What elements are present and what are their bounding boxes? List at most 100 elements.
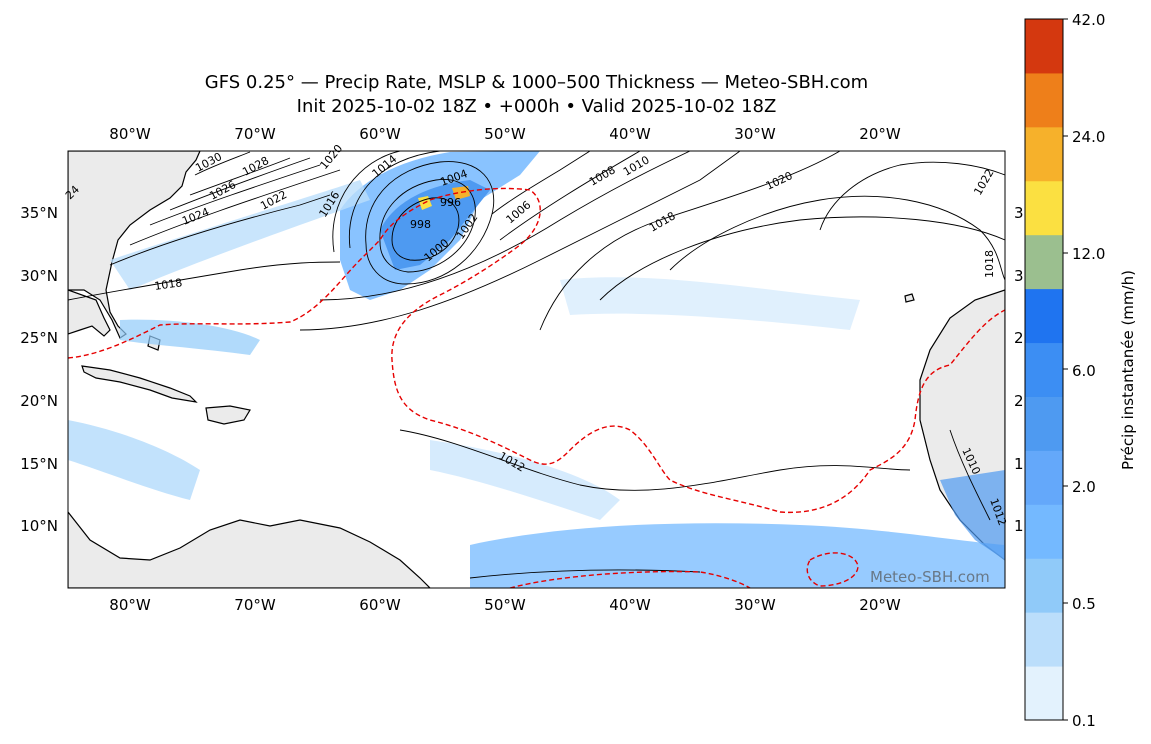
lon-tick-label: 20°W — [859, 125, 901, 143]
chart-subtitle: Init 2025-10-02 18Z • +000h • Valid 2025… — [296, 96, 777, 117]
isobars — [68, 151, 1005, 579]
lon-tick-label: 80°W — [109, 125, 151, 143]
isobar-label: 998 — [410, 218, 431, 231]
longitude-ticks-bottom: 80°W 70°W 60°W 50°W 40°W 30°W 20°W — [109, 596, 901, 614]
lon-tick-label: 40°W — [609, 125, 651, 143]
colorbar-segment — [1025, 180, 1063, 236]
florida-gulf-coast — [68, 289, 111, 337]
chart-title: GFS 0.25° — Precip Rate, MSLP & 1000–500… — [204, 72, 869, 93]
lon-tick-label: 30°W — [734, 125, 776, 143]
right-edge-label: 3 — [1014, 267, 1024, 285]
precip-itcz-mid — [430, 440, 620, 520]
precip-frontal-band — [110, 180, 370, 290]
colorbar-segment — [1025, 19, 1063, 74]
isobar-1010-south — [469, 569, 701, 579]
colorbar-segment — [1025, 504, 1063, 559]
isobar-1006 — [491, 151, 591, 215]
lat-tick-label: 10°N — [20, 517, 58, 535]
precip-storm-core — [380, 180, 490, 270]
colorbar-segment — [1025, 612, 1063, 667]
isobar-1022-west — [129, 169, 341, 246]
isobar-low-ring-1 — [391, 197, 460, 261]
lat-tick-label: 20°N — [20, 392, 58, 410]
thickness-540-line — [68, 187, 1005, 514]
colorbar-segment — [1025, 234, 1063, 290]
isobar-1030-west — [194, 151, 251, 176]
colorbar-segment — [1025, 450, 1063, 505]
isobar-1018-north — [539, 151, 841, 331]
colorbar-tick: 24.0 — [1072, 128, 1105, 146]
isobar-label: 996 — [440, 196, 461, 209]
thickness-lines — [68, 187, 1005, 588]
thickness-south-loop — [806, 552, 859, 587]
isobar-1018-high — [599, 216, 1005, 301]
right-edge-label: 1 — [1014, 517, 1024, 535]
isobar-1010 — [499, 151, 641, 241]
precip-shading — [68, 151, 1005, 588]
isobar-label: 1018 — [154, 276, 184, 293]
isobar-label: 1018 — [983, 250, 996, 278]
isobar-1024-west — [149, 164, 321, 226]
isobar-1020-west — [109, 194, 331, 266]
lon-tick-label: 60°W — [359, 596, 401, 614]
right-edge-label: 1 — [1014, 455, 1024, 473]
lon-tick-label: 60°W — [359, 125, 401, 143]
thickness-south-line — [509, 570, 751, 588]
colorbar-segment — [1025, 396, 1063, 451]
isobar-1020-high — [669, 195, 1005, 281]
isobar-low-ring-5 — [332, 151, 401, 253]
north-america-land — [68, 151, 201, 339]
cuba-island — [81, 365, 198, 403]
colorbar-tick: 6.0 — [1072, 362, 1096, 380]
lon-tick-label: 30°W — [734, 596, 776, 614]
lon-tick-label: 70°W — [234, 596, 276, 614]
colorbar-tick-labels: 42.0 24.0 12.0 6.0 2.0 0.5 0.1 — [1072, 11, 1105, 730]
lon-tick-label: 80°W — [109, 596, 151, 614]
isobar-1014 — [319, 151, 691, 301]
colorbar-segment — [1025, 342, 1063, 397]
hispaniola-island — [205, 405, 251, 425]
right-edge-label: 2 — [1014, 329, 1024, 347]
map-frame — [67, 150, 1006, 589]
colorbar-tick: 0.1 — [1072, 712, 1096, 730]
latitude-ticks: 35°N 30°N 25°N 20°N 15°N 10°N — [20, 204, 58, 535]
precip-caribbean — [120, 319, 260, 355]
precip-itcz-west — [68, 420, 200, 500]
lon-tick-label: 70°W — [234, 125, 276, 143]
colorbar-segment — [1025, 288, 1063, 344]
south-america-land — [68, 511, 431, 588]
colorbar-segment — [1025, 666, 1063, 721]
right-edge-label: 2 — [1014, 392, 1024, 410]
lat-tick-label: 15°N — [20, 455, 58, 473]
colorbar — [1025, 19, 1063, 721]
colorbar-tick: 42.0 — [1072, 11, 1105, 29]
isobar-1018-west — [68, 261, 341, 301]
colorbar-tick: 2.0 — [1072, 478, 1096, 496]
colorbar-label: Précip instantanée (mm/h) — [1119, 270, 1137, 470]
precip-storm-intense-2 — [452, 186, 470, 200]
lat-tick-label: 25°N — [20, 329, 58, 347]
isobar-1028-west — [189, 157, 291, 196]
isobar-1022-high — [819, 161, 1005, 231]
isobar-low-ring-2 — [379, 179, 476, 273]
lon-tick-label: 50°W — [484, 125, 526, 143]
precip-africa-coast — [940, 470, 1005, 560]
colorbar-tick: 0.5 — [1072, 595, 1096, 613]
colorbar-segment — [1025, 72, 1063, 128]
right-edge-labels: 3 3 2 2 1 1 — [1014, 204, 1024, 535]
right-edge-label: 3 — [1014, 204, 1024, 222]
isobar-1012-south — [399, 429, 911, 491]
lon-tick-label: 50°W — [484, 596, 526, 614]
isobar-low-ring-4 — [348, 151, 441, 249]
precip-itcz-band — [470, 523, 1005, 588]
isobar-1016 — [299, 151, 741, 331]
lat-tick-label: 35°N — [20, 204, 58, 222]
isobar-1010-africa — [949, 429, 991, 521]
lon-tick-label: 40°W — [609, 596, 651, 614]
lat-tick-label: 30°N — [20, 267, 58, 285]
isobar-1026-west — [169, 157, 311, 211]
colorbar-tick: 12.0 — [1072, 245, 1105, 263]
colorbar-segment — [1025, 558, 1063, 613]
watermark: Meteo-SBH.com — [870, 568, 990, 586]
